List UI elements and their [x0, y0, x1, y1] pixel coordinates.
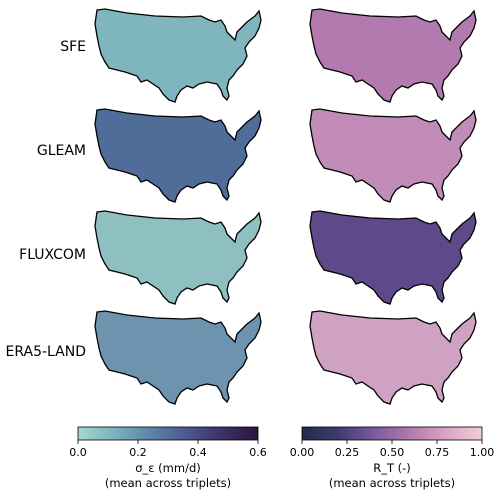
colorbar-rt-label-line1: R_T (-): [373, 461, 411, 475]
rt-tick-label: 0.75: [425, 446, 450, 459]
colorbar-sigma-ticks: 0.0 0.2 0.4 0.6: [69, 440, 267, 459]
colorbar-sigma: 0.0 0.2 0.4 0.6 σ_ε (mm/d) (mean across tri…: [69, 426, 267, 490]
rt-tick-label: 0.00: [290, 446, 315, 459]
sigma-tick-label: 0.6: [249, 446, 267, 459]
row-label-gleam: GLEAM: [37, 143, 86, 159]
map-fluxcom-sigma: [94, 210, 262, 305]
colorbar-rt-gradient: [301, 426, 483, 441]
map-era5-land-sigma: [94, 310, 262, 405]
map-gleam-rt: [309, 108, 477, 203]
map-fluxcom-rt: [309, 210, 477, 305]
colorbar-sigma-label-line2: (mean across triplets): [105, 476, 231, 490]
sigma-tick-label: 0.2: [129, 446, 147, 459]
map-sfe-sigma: [94, 8, 262, 103]
row-label-sfe: SFE: [60, 39, 86, 55]
colorbar-sigma-label-line1: σ_ε (mm/d): [135, 461, 200, 475]
row-label-fluxcom: FLUXCOM: [19, 247, 86, 263]
sigma-tick-label: 0.4: [189, 446, 207, 459]
colorbar-sigma-gradient: [77, 426, 259, 441]
row-label-era5-land: ERA5-LAND: [6, 344, 87, 360]
sigma-tick-label: 0.0: [69, 446, 87, 459]
rt-tick-label: 1.00: [470, 446, 495, 459]
rt-tick-label: 0.25: [335, 446, 360, 459]
map-sfe-rt: [309, 8, 477, 103]
rt-tick-label: 0.50: [380, 446, 405, 459]
colorbar-rt-ticks: 0.00 0.25 0.50 0.75 1.00: [290, 440, 495, 459]
map-gleam-sigma: [94, 108, 262, 203]
colorbar-rt-label-line2: (mean across triplets): [329, 476, 455, 490]
colorbar-rt: 0.00 0.25 0.50 0.75 1.00 R_T (-) (mean acros…: [290, 426, 495, 490]
map-era5-land-rt: [309, 310, 477, 405]
